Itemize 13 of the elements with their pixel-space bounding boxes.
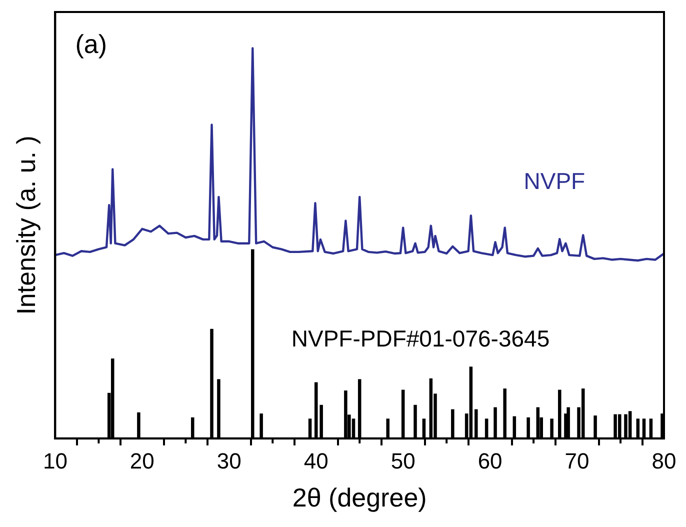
x-tick-label: 20 [130,448,154,474]
x-tick-label: 80 [652,448,676,474]
series-label: NVPF-PDF#01-076-3645 [291,326,550,352]
x-tick-label: 10 [42,448,68,474]
y-axis-title: Intensity (a. u. ) [10,136,41,315]
x-tick-label: 40 [304,448,328,474]
x-tick-label: 50 [390,448,416,474]
x-tick-label: 70 [564,448,590,474]
x-axis-title: 2θ (degree) [292,482,427,513]
series-label: NVPF [524,168,586,194]
annotation: (a) [75,29,107,60]
x-tick-label: 30 [216,448,242,474]
x-tick-label: 60 [478,448,502,474]
